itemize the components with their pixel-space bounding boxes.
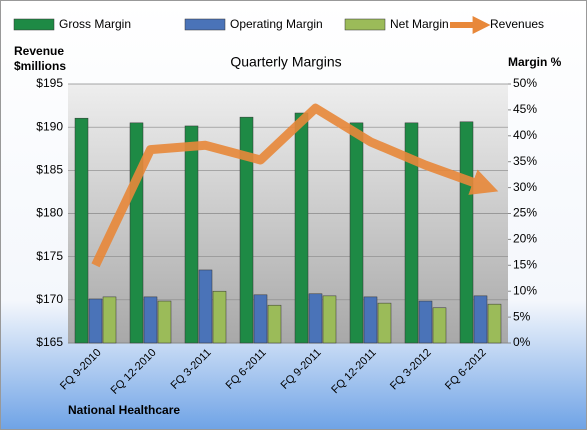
bar bbox=[349, 122, 364, 344]
legend-swatch bbox=[344, 18, 386, 31]
bar bbox=[212, 290, 227, 344]
y-tick-label: $165 bbox=[36, 335, 63, 349]
bar bbox=[129, 122, 144, 344]
legend-item: Operating Margin bbox=[184, 17, 323, 31]
bar bbox=[322, 295, 337, 344]
legend-label: Operating Margin bbox=[230, 17, 323, 31]
bar bbox=[294, 112, 309, 344]
y-tick-label: $170 bbox=[36, 292, 63, 306]
y2-tick-label: 20% bbox=[513, 232, 537, 246]
bar bbox=[267, 304, 282, 344]
y2-tick-label: 35% bbox=[513, 154, 537, 168]
bar bbox=[157, 300, 172, 344]
legend-swatch bbox=[13, 18, 55, 31]
bar bbox=[363, 296, 378, 344]
legend-label: Net Margin bbox=[390, 17, 449, 31]
y2-tick-label: 10% bbox=[513, 283, 537, 297]
chart-title: Quarterly Margins bbox=[230, 54, 341, 70]
footer: National Healthcare bbox=[68, 403, 181, 417]
y-tick-label: $190 bbox=[36, 119, 63, 133]
bar bbox=[253, 294, 268, 344]
y2-tick-label: 45% bbox=[513, 102, 537, 116]
bar bbox=[239, 116, 254, 344]
bar bbox=[418, 300, 433, 344]
legend-item: Net Margin bbox=[344, 17, 449, 31]
bar bbox=[473, 295, 488, 344]
bar bbox=[308, 293, 323, 344]
bar bbox=[377, 302, 392, 344]
y-tick-label: $185 bbox=[36, 163, 63, 177]
bar bbox=[404, 122, 419, 344]
bar bbox=[74, 117, 89, 344]
y2-tick-label: 15% bbox=[513, 257, 537, 271]
y2-tick-label: 50% bbox=[513, 76, 537, 90]
revenue-line bbox=[91, 103, 499, 268]
bar bbox=[184, 125, 199, 344]
legend-item: Gross Margin bbox=[13, 17, 131, 31]
y-tick-label: $175 bbox=[36, 249, 63, 263]
legend-item: Revenues bbox=[450, 16, 544, 34]
bar bbox=[487, 303, 502, 344]
y2-axis-label: Margin % bbox=[508, 55, 562, 69]
legend-label: Revenues bbox=[490, 17, 544, 31]
y2-tick-label: 5% bbox=[513, 309, 531, 323]
y-tick-label: $180 bbox=[36, 206, 63, 220]
bar bbox=[432, 307, 447, 344]
y2-tick-label: 30% bbox=[513, 180, 537, 194]
y2-tick-label: 0% bbox=[513, 335, 531, 349]
bar bbox=[88, 298, 103, 344]
bar bbox=[102, 296, 117, 344]
y2-tick-label: 40% bbox=[513, 128, 537, 142]
y-axis-label: Revenue $millions bbox=[14, 44, 67, 73]
bar bbox=[198, 269, 213, 344]
legend-label: Gross Margin bbox=[59, 17, 131, 31]
y2-tick-label: 25% bbox=[513, 206, 537, 220]
legend-swatch bbox=[184, 18, 226, 31]
bar bbox=[143, 296, 158, 344]
y-tick-label: $195 bbox=[36, 76, 63, 90]
bar bbox=[459, 121, 474, 344]
